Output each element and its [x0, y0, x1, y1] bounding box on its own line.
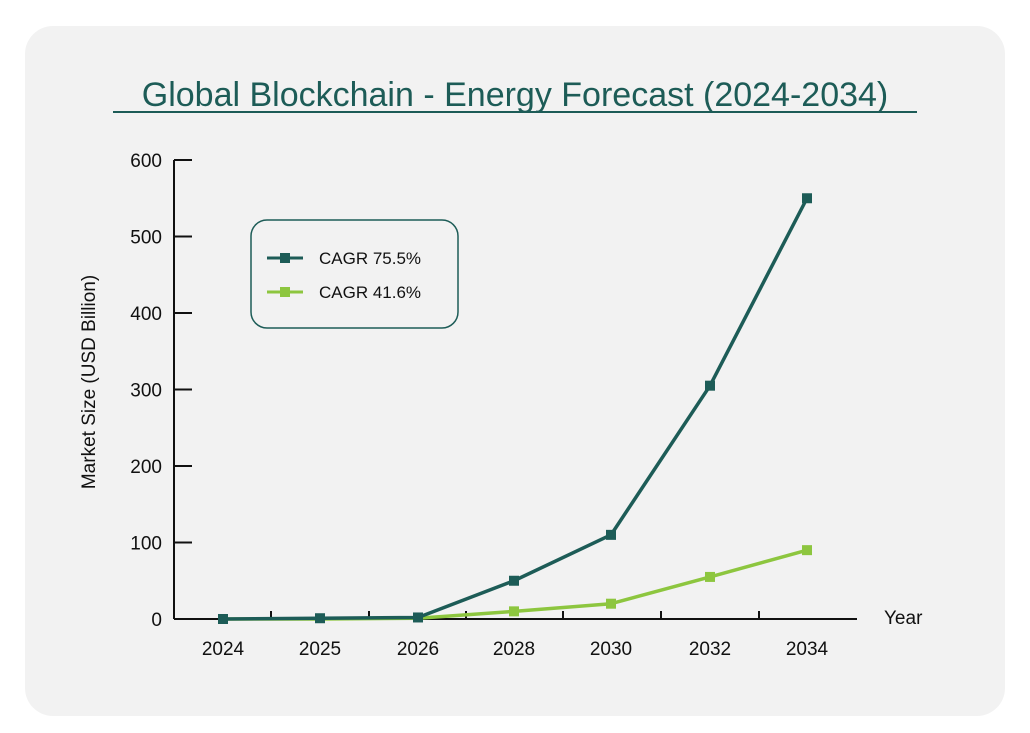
legend-label: CAGR 75.5% — [319, 249, 421, 268]
x-tick-label: 2025 — [299, 639, 341, 660]
y-axis-ticks: 0 100 200 300 400 500 600 — [130, 151, 192, 631]
legend-item: CAGR 41.6% — [267, 283, 421, 302]
legend-item: CAGR 75.5% — [267, 249, 421, 268]
data-point — [802, 193, 812, 204]
y-tick-label: 300 — [130, 381, 162, 402]
series-1 — [218, 193, 812, 624]
legend: CAGR 75.5% CAGR 41.6% — [250, 219, 459, 329]
x-tick-label: 2024 — [202, 639, 245, 660]
data-point — [705, 380, 715, 391]
x-tick-label: 2026 — [397, 639, 439, 660]
series-line — [222, 197, 809, 621]
legend-swatch-marker — [280, 287, 290, 297]
data-point — [315, 613, 325, 624]
chart-card — [25, 26, 1005, 716]
data-point — [802, 545, 812, 556]
legend-label: CAGR 41.6% — [319, 283, 421, 302]
data-point — [218, 614, 228, 624]
series-layer — [218, 193, 812, 624]
data-point — [509, 575, 519, 586]
y-tick-label: 0 — [151, 610, 162, 631]
y-tick-label: 100 — [130, 534, 162, 555]
data-point — [509, 606, 519, 617]
x-tick-label: 2030 — [590, 639, 632, 660]
x-axis-label: Year — [884, 608, 923, 629]
x-tick-label: 2028 — [493, 639, 535, 660]
data-point — [705, 571, 715, 582]
y-axis-label: Market Size (USD Billion) — [79, 275, 100, 489]
y-tick-label: 400 — [130, 304, 162, 325]
legend-swatch-marker — [280, 253, 290, 263]
y-tick-label: 600 — [130, 151, 162, 172]
y-tick-label: 500 — [130, 228, 162, 249]
data-point — [606, 529, 616, 540]
data-point — [413, 612, 423, 623]
x-tick-label: 2032 — [689, 639, 731, 660]
x-tick-label: 2034 — [786, 639, 829, 660]
data-point — [606, 598, 616, 609]
chart-title: Global Blockchain - Energy Forecast (202… — [142, 76, 889, 114]
y-tick-label: 200 — [130, 457, 162, 478]
x-axis-ticks: 2024 2025 2026 2028 2030 2032 2034 — [202, 611, 829, 660]
legend-box — [250, 219, 459, 329]
